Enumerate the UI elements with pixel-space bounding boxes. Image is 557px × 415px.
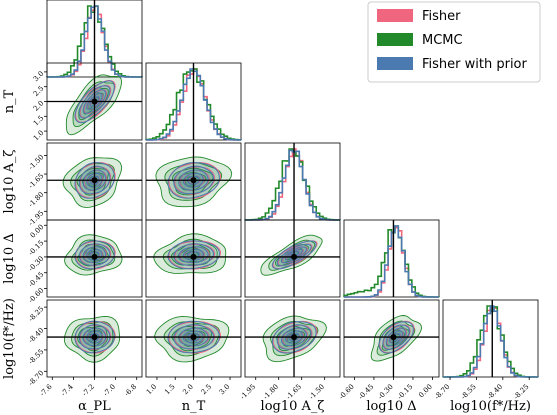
contour-fisher — [272, 320, 318, 354]
contour-panel-nT-Delta — [145, 219, 242, 298]
x-tick-label: -6.8 — [123, 383, 138, 398]
contour-panel-alpha-nT: 1.01.52.02.53.0 — [32, 62, 143, 143]
y-axis-label-Azeta: log10 A_ζ — [2, 150, 17, 214]
x-tick-label: -8.70 — [433, 383, 451, 401]
x-tick-label: -0.60 — [337, 383, 355, 401]
histogram-fisher — [443, 307, 538, 378]
legend-swatch-fisher — [377, 9, 413, 22]
y-axis-label-fstar: log10(f*/Hz) — [2, 298, 17, 379]
legend-label-fisher: Fisher — [422, 9, 461, 24]
histogram-fisher-with-prior — [344, 225, 439, 298]
y-tick-label: -8.25 — [27, 305, 45, 323]
panel-frame — [442, 299, 539, 378]
panels-layer: -8.70 -8.55 -8.40 -8.251.01.52.02.53.0-1.95… — [27, 0, 539, 401]
x-tick-label: -7.6 — [38, 382, 54, 398]
histogram-panel-Azeta — [244, 142, 341, 221]
x-axis-label-alpha: α_PL — [78, 399, 111, 414]
x-tick-label: 1.0 — [145, 383, 159, 397]
y-tick-label: -1.65 — [27, 172, 45, 190]
x-tick-label: 2.0 — [181, 383, 195, 397]
contour-fisher — [75, 321, 116, 354]
truth-point — [190, 334, 197, 341]
y-tick-label: -1.80 — [27, 190, 45, 208]
contour-fisher — [75, 162, 116, 199]
contour-fisher — [75, 240, 116, 270]
x-tick-label: -1.95 — [239, 383, 257, 401]
panel-frame — [244, 219, 341, 298]
x-tick-label: 0.00 — [417, 383, 434, 400]
contour-fisher — [168, 321, 221, 354]
legend-swatch-fisher-with-prior — [377, 57, 413, 70]
contour-panel-alpha-fstar: -8.70 -8.55 -8.40 -8.25 -7.6 -7.4 -7.2 -7.0 -6.8 — [27, 299, 143, 398]
y-tick-label: -1.50 — [27, 153, 45, 171]
truth-point — [390, 334, 397, 341]
x-axis-label-fstar: log10(f*/Hz) — [450, 399, 531, 414]
y-tick-label: 3.0 — [32, 70, 46, 84]
contour-panel-alpha-Delta: -0.60-0.45-0.30-0.150.00 — [27, 219, 143, 305]
truth-point — [91, 98, 98, 105]
y-tick-label: -0.45 — [27, 270, 45, 288]
contour-panel-nT-fstar: 1.0 1.5 2.0 2.5 3.0 — [145, 299, 242, 397]
contour-fisher — [168, 162, 221, 199]
truth-point — [190, 253, 197, 260]
y-tick-label: 2.0 — [32, 99, 46, 113]
contour-panel-Delta-fstar: -0.60 -0.45 -0.30 -0.15 0.00 — [337, 299, 440, 401]
truth-point — [91, 177, 98, 184]
legend: Fisher MCMC Fisher with prior — [367, 1, 541, 83]
y-tick-label: -8.70 — [27, 369, 45, 387]
y-axis-label-nT: n_T — [2, 89, 17, 113]
contour-fisher — [168, 240, 221, 270]
y-tick-label: -0.30 — [27, 255, 45, 273]
x-tick-label: 3.0 — [218, 383, 232, 397]
y-tick-label: -0.60 — [27, 286, 45, 304]
panel-frame — [244, 299, 341, 378]
contour-panel-Azeta-fstar: -1.95 -1.80 -1.65 -1.50 — [239, 299, 341, 401]
y-tick-label: -0.15 — [27, 239, 45, 257]
panel-frame — [343, 219, 440, 298]
legend-swatch-mcmc — [377, 33, 413, 46]
y-axis-label-Delta: log10 Δ — [2, 233, 17, 283]
x-tick-label: 1.5 — [163, 383, 177, 397]
histogram-panel-Delta — [343, 219, 440, 298]
x-axis-label-Delta: log10 Δ — [366, 399, 416, 414]
panel-frame — [343, 299, 440, 378]
y-tick-label: -1.95 — [27, 209, 45, 227]
truth-point — [291, 253, 298, 260]
contour-fisher — [379, 320, 415, 354]
legend-label-fisher-with-prior: Fisher with prior — [422, 57, 528, 72]
legend-label-mcmc: MCMC — [422, 33, 463, 48]
x-tick-label: -7.2 — [81, 383, 96, 398]
truth-point — [91, 253, 98, 260]
x-tick-label: -7.4 — [60, 382, 76, 398]
histogram-panel-fstar: -8.70 -8.55 -8.40 -8.25 — [433, 299, 539, 401]
y-tick-label: 2.5 — [32, 84, 46, 98]
histogram-fisher-with-prior — [245, 149, 341, 221]
x-axis-label-nT: n_T — [182, 399, 206, 414]
y-tick-label: 1.5 — [32, 114, 46, 128]
truth-point — [291, 334, 298, 341]
histogram-fisher-with-prior — [443, 305, 538, 378]
x-tick-label: -7.0 — [102, 383, 117, 398]
truth-point — [190, 177, 197, 184]
contour-panel-Azeta-Delta — [244, 219, 341, 298]
x-axis-label-Azeta: log10 A_ζ — [261, 399, 325, 414]
y-tick-label: 1.0 — [32, 129, 46, 143]
contour-panel-nT-Azeta — [145, 142, 242, 221]
y-tick-label: -8.55 — [27, 348, 45, 366]
histogram-panel-nT — [145, 62, 242, 141]
histogram-fisher — [245, 148, 341, 221]
histogram-mcmc — [442, 305, 539, 378]
x-tick-label: 2.5 — [200, 383, 214, 397]
contour-panel-alpha-Azeta: -1.95-1.80-1.65-1.50 — [27, 142, 143, 227]
truth-point — [91, 334, 98, 341]
y-tick-label: -8.40 — [27, 326, 45, 344]
histogram-mcmc — [244, 148, 341, 221]
